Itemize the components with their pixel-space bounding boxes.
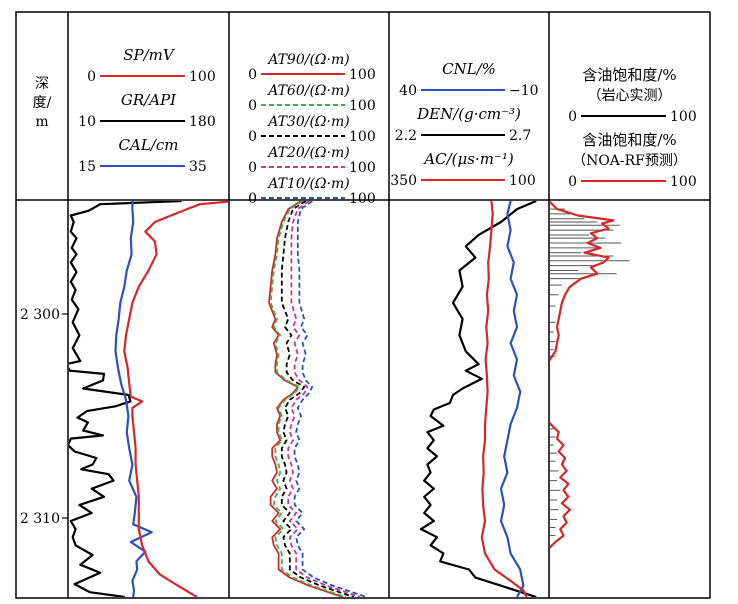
legend-name: CNL/% bbox=[442, 60, 496, 78]
track-2 bbox=[268, 201, 367, 597]
legend-entry: AT60/(Ω·m) 0 100 bbox=[248, 83, 376, 114]
legend-min: 0 bbox=[87, 69, 96, 85]
depth-ticks: 2 300 2 310 bbox=[20, 307, 68, 527]
legend-name: SP/mV bbox=[123, 46, 176, 64]
track-1 bbox=[69, 201, 228, 597]
track-4 bbox=[550, 201, 630, 597]
legend-entry: DEN/(g·cm⁻³) 2.2 2.7 bbox=[395, 105, 532, 144]
legend-subtitle: （岩心实测） bbox=[588, 88, 672, 104]
depth-label: 深 度/ m bbox=[33, 76, 52, 130]
legend-max: 100 bbox=[189, 69, 216, 85]
legend-entry: AT10/(Ω·m) 0 100 bbox=[248, 176, 376, 207]
legend-entry: AT30/(Ω·m) 0 100 bbox=[248, 114, 376, 145]
curve-sp bbox=[123, 201, 228, 597]
curve-so-pred bbox=[550, 201, 615, 597]
legend-min: 0 bbox=[248, 160, 257, 176]
legend-name: AT60/(Ω·m) bbox=[266, 83, 349, 99]
legend-min: 15 bbox=[78, 159, 96, 175]
legend-max: 100 bbox=[349, 191, 376, 207]
curve-gr bbox=[69, 201, 182, 597]
depth-label-line: 度/ bbox=[33, 95, 52, 111]
curve-ac bbox=[480, 201, 528, 597]
legend-entry: SP/mV 0 100 bbox=[87, 46, 216, 85]
legend-min: 0 bbox=[568, 109, 577, 125]
legend-entry: 含油饱和度/% （NOA-RF预测） 0 100 bbox=[568, 131, 697, 190]
legend-name: CAL/cm bbox=[119, 136, 179, 154]
depth-label-line: m bbox=[35, 114, 48, 130]
legend-min: 0 bbox=[248, 191, 257, 207]
track-3 bbox=[419, 201, 537, 597]
legend-max: −10 bbox=[509, 83, 539, 99]
legend-entry: CNL/% 40 −10 bbox=[399, 60, 538, 99]
curve-at90 bbox=[268, 201, 343, 597]
legend-name: AT90/(Ω·m) bbox=[266, 52, 349, 68]
legend-max: 100 bbox=[509, 173, 536, 189]
legend-name: GR/API bbox=[121, 91, 177, 109]
legend-subtitle: （NOA-RF预测） bbox=[572, 153, 687, 169]
legend-max: 100 bbox=[349, 129, 376, 145]
curve-cnl bbox=[499, 201, 525, 597]
curve-at60 bbox=[269, 201, 347, 597]
curve-at10 bbox=[293, 201, 367, 597]
legend-max: 100 bbox=[349, 98, 376, 114]
legend-entry: GR/API 10 180 bbox=[78, 91, 216, 130]
curve-at30 bbox=[280, 201, 355, 597]
legend-min: 0 bbox=[248, 67, 257, 83]
legend-name: AT20/(Ω·m) bbox=[266, 145, 349, 161]
depth-tick-label: 2 300 bbox=[20, 307, 60, 323]
curve-cal bbox=[114, 201, 153, 597]
depth-tick-label: 2 310 bbox=[20, 511, 60, 527]
track-legends: SP/mV 0 100 GR/API 10 180 CAL/cm 15 35 AT90/(Ω·m)… bbox=[78, 46, 697, 207]
legend-max: 180 bbox=[189, 114, 216, 130]
curve-at20 bbox=[287, 201, 361, 597]
legend-entry: AC/(μs·m⁻¹) 350 100 bbox=[390, 150, 535, 189]
legend-entry: AT20/(Ω·m) 0 100 bbox=[248, 145, 376, 176]
legend-min: 0 bbox=[568, 174, 577, 190]
legend-max: 100 bbox=[349, 67, 376, 83]
legend-name: AT10/(Ω·m) bbox=[266, 176, 349, 192]
figure-frame bbox=[15, 11, 711, 599]
legend-min: 0 bbox=[248, 129, 257, 145]
legend-name: 含油饱和度/% bbox=[582, 131, 676, 149]
legend-name: AT30/(Ω·m) bbox=[266, 114, 349, 130]
legend-entry: AT90/(Ω·m) 0 100 bbox=[248, 52, 376, 83]
legend-min: 10 bbox=[78, 114, 96, 130]
legend-max: 100 bbox=[670, 174, 697, 190]
legend-name: 含油饱和度/% bbox=[582, 66, 676, 84]
legend-name: DEN/(g·cm⁻³) bbox=[416, 105, 521, 123]
legend-entry: CAL/cm 15 35 bbox=[78, 136, 207, 175]
depth-label-line: 深 bbox=[35, 76, 49, 92]
legend-max: 35 bbox=[189, 159, 207, 175]
track-plots bbox=[69, 201, 630, 597]
legend-max: 100 bbox=[670, 109, 697, 125]
legend-min: 2.2 bbox=[395, 128, 417, 144]
legend-max: 100 bbox=[349, 160, 376, 176]
outer-border bbox=[15, 11, 711, 599]
legend-min: 40 bbox=[399, 83, 417, 99]
legend-entry: 含油饱和度/% （岩心实测） 0 100 bbox=[568, 66, 697, 125]
legend-min: 0 bbox=[248, 98, 257, 114]
legend-min: 350 bbox=[390, 173, 417, 189]
legend-name: AC/(μs·m⁻¹) bbox=[422, 150, 514, 168]
curve-den bbox=[419, 201, 537, 597]
legend-max: 2.7 bbox=[509, 128, 531, 144]
